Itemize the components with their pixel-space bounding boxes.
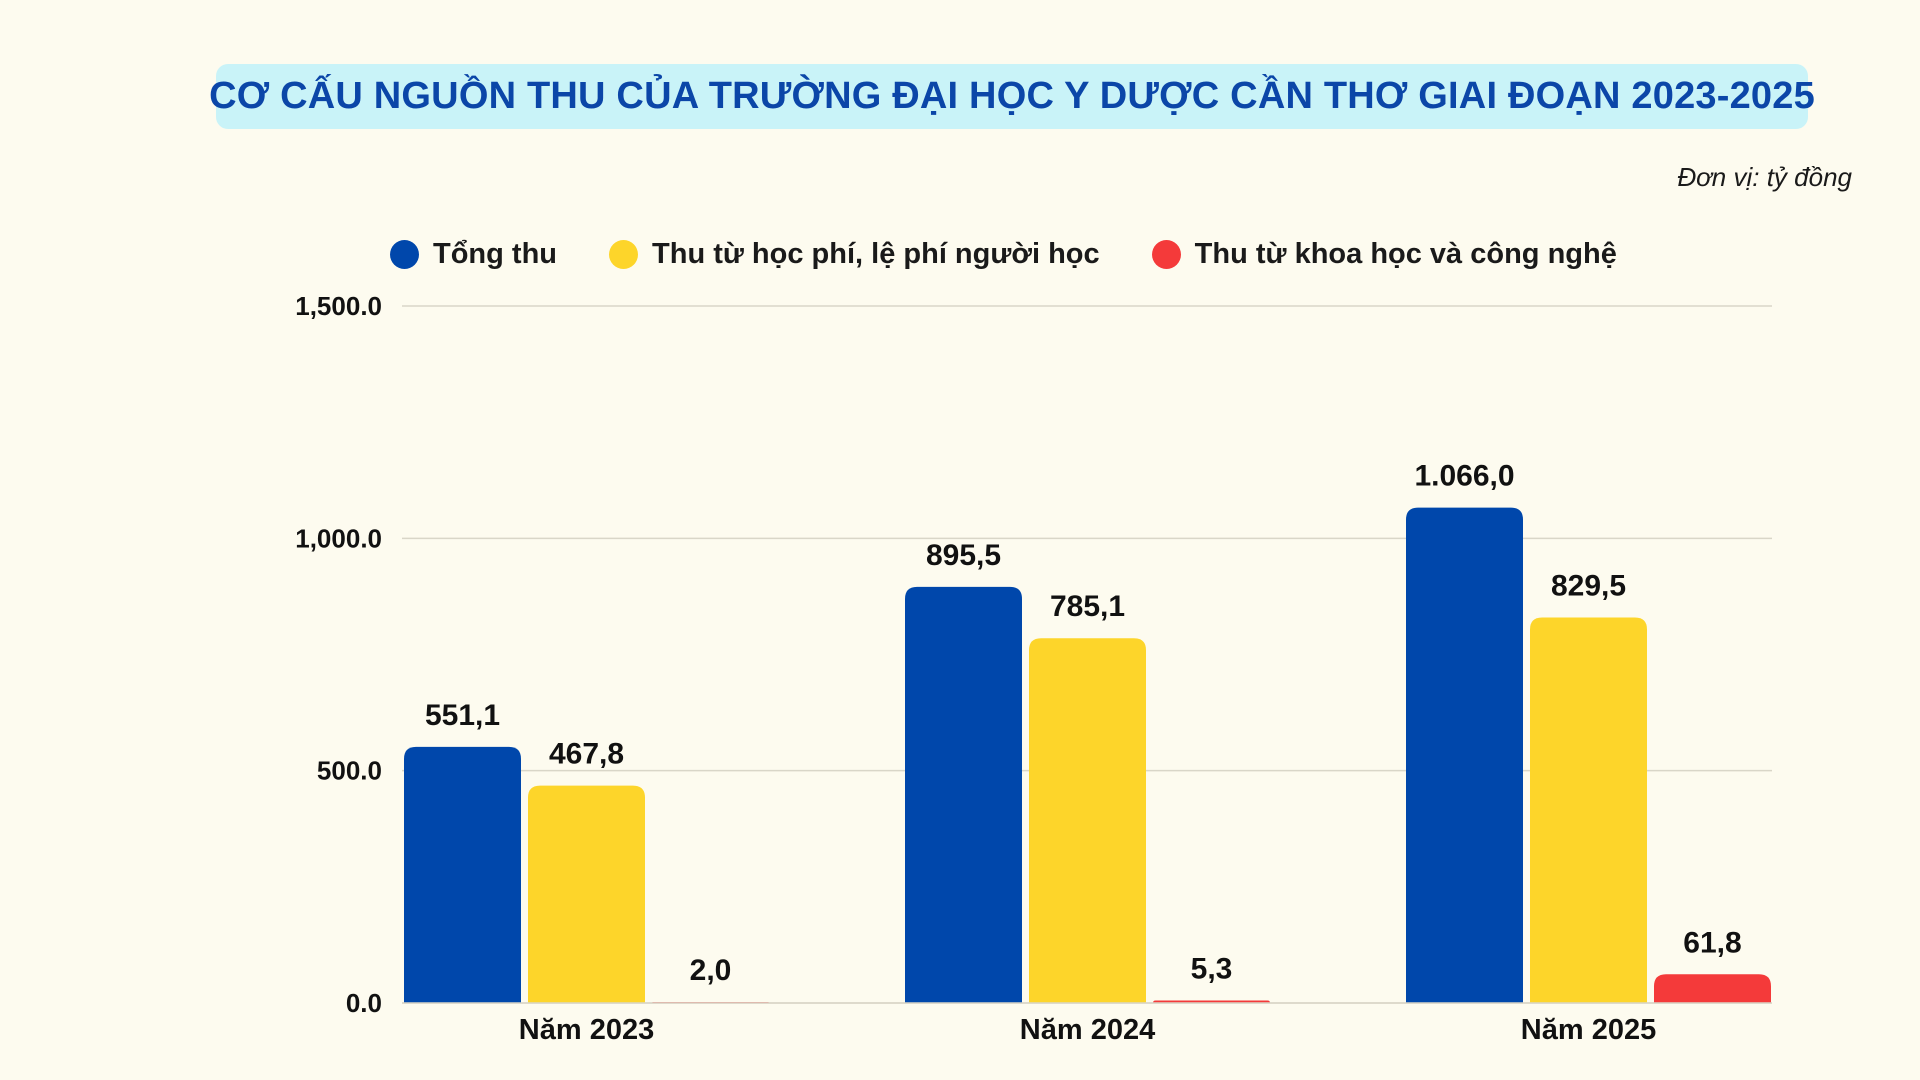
y-tick-label: 0.0 [346, 988, 382, 1018]
data-label: 1.066,0 [1414, 460, 1514, 493]
chart-title-box: CƠ CẤU NGUỒN THU CỦA TRƯỜNG ĐẠI HỌC Y DƯ… [209, 64, 1815, 129]
data-label: 2,0 [690, 954, 732, 987]
x-tick-label: Năm 2023 [519, 1014, 654, 1046]
bar-2-3 [1530, 617, 1647, 1003]
data-label: 61,8 [1683, 926, 1741, 959]
bar-1-1 [404, 746, 521, 1003]
data-label: 829,5 [1551, 570, 1626, 603]
data-label: 551,1 [425, 699, 500, 732]
data-label: 467,8 [549, 738, 624, 771]
bar-2-1 [528, 785, 645, 1003]
data-label: 895,5 [926, 539, 1001, 572]
legend-label-total: Tổng thu [433, 237, 558, 270]
y-tick-label: 500.0 [317, 756, 382, 786]
x-tick-label: Năm 2025 [1521, 1014, 1656, 1046]
legend-label-tuition: Thu từ học phí, lệ phí người học [652, 237, 1100, 270]
bar-1-2 [905, 586, 1022, 1003]
legend-item-tuition: Thu từ học phí, lệ phí người học [609, 238, 1100, 271]
chart-title: CƠ CẤU NGUỒN THU CỦA TRƯỜNG ĐẠI HỌC Y DƯ… [209, 75, 1815, 117]
x-tick-label: Năm 2024 [1020, 1014, 1155, 1046]
y-tick-label: 1,000.0 [295, 523, 382, 553]
legend-swatch-science [1151, 239, 1181, 269]
bar-2-2 [1029, 638, 1146, 1003]
legend-swatch-total [390, 239, 419, 269]
legend-item-total: Tổng thu [390, 238, 557, 271]
legend-item-science: Thu từ khoa học và công nghệ [1151, 237, 1617, 271]
legend: Tổng thu Thu từ học phí, lệ phí người họ… [390, 232, 1669, 276]
y-tick-label: 1,500.0 [295, 291, 382, 321]
legend-label-science: Thu từ khoa học và công nghệ [1194, 237, 1617, 270]
data-label: 785,1 [1050, 590, 1125, 623]
bar-1-3 [1406, 507, 1523, 1003]
unit-label: Đơn vị: tỷ đồng [1677, 162, 1852, 192]
data-label: 5,3 [1191, 953, 1233, 986]
bar-3-3 [1654, 974, 1771, 1003]
legend-swatch-tuition [609, 239, 639, 269]
